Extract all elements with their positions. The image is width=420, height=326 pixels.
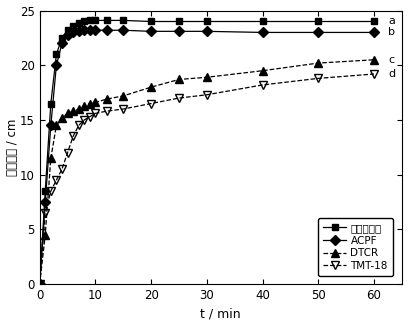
ACPF (371, 30, 376, 34)
ACPF (82, 28, 87, 32)
TMT-18 (371, 72, 376, 76)
TMT-18 (87, 115, 92, 119)
DTCR (260, 69, 265, 73)
ACPF (104, 28, 109, 32)
本发明样品 (149, 20, 154, 23)
本发明样品 (60, 36, 65, 40)
DTCR (204, 75, 209, 79)
ACPF (43, 200, 48, 204)
本发明样品 (121, 19, 126, 22)
TMT-18 (204, 93, 209, 97)
DTCR (65, 111, 70, 115)
DTCR (87, 102, 92, 106)
本发明样品 (204, 20, 209, 23)
本发明样品 (43, 189, 48, 193)
Y-axis label: 沉降高度 / cm: 沉降高度 / cm (5, 119, 18, 176)
本发明样品 (71, 24, 76, 28)
ACPF (76, 29, 81, 33)
Line: 本发明样品: 本发明样品 (36, 17, 378, 288)
ACPF (93, 28, 98, 32)
本发明样品 (260, 20, 265, 23)
DTCR (93, 100, 98, 104)
TMT-18 (93, 111, 98, 115)
DTCR (149, 85, 154, 89)
DTCR (104, 97, 109, 101)
TMT-18 (82, 118, 87, 122)
TMT-18 (65, 151, 70, 155)
DTCR (82, 104, 87, 108)
TMT-18 (176, 96, 181, 100)
本发明样品 (54, 52, 59, 56)
ACPF (204, 29, 209, 33)
ACPF (121, 28, 126, 32)
Text: a: a (388, 17, 395, 26)
TMT-18 (43, 211, 48, 215)
ACPF (54, 63, 59, 67)
本发明样品 (93, 19, 98, 22)
DTCR (121, 94, 126, 98)
Line: DTCR: DTCR (36, 56, 378, 288)
本发明样品 (316, 20, 321, 23)
ACPF (65, 33, 70, 37)
本发明样品 (82, 20, 87, 23)
Legend: 本发明样品, ACPF, DTCR, TMT-18: 本发明样品, ACPF, DTCR, TMT-18 (318, 218, 393, 276)
Text: d: d (388, 69, 395, 79)
TMT-18 (260, 83, 265, 87)
TMT-18 (71, 134, 76, 138)
DTCR (76, 107, 81, 111)
Line: TMT-18: TMT-18 (36, 70, 378, 288)
DTCR (54, 124, 59, 127)
TMT-18 (54, 178, 59, 182)
ACPF (60, 41, 65, 45)
DTCR (37, 282, 42, 286)
DTCR (371, 58, 376, 62)
本发明样品 (176, 20, 181, 23)
DTCR (316, 61, 321, 65)
本发明样品 (104, 19, 109, 22)
ACPF (176, 29, 181, 33)
本发明样品 (87, 19, 92, 22)
ACPF (316, 30, 321, 34)
本发明样品 (37, 282, 42, 286)
ACPF (87, 28, 92, 32)
ACPF (48, 124, 53, 127)
ACPF (260, 30, 265, 34)
DTCR (71, 109, 76, 113)
Text: c: c (388, 55, 394, 65)
TMT-18 (60, 167, 65, 171)
DTCR (176, 78, 181, 82)
本发明样品 (65, 28, 70, 32)
Line: ACPF: ACPF (36, 27, 378, 288)
本发明样品 (48, 102, 53, 106)
ACPF (71, 30, 76, 34)
TMT-18 (76, 124, 81, 127)
DTCR (48, 156, 53, 160)
TMT-18 (48, 189, 53, 193)
TMT-18 (104, 109, 109, 113)
TMT-18 (149, 102, 154, 106)
DTCR (43, 233, 48, 237)
TMT-18 (37, 282, 42, 286)
ACPF (37, 282, 42, 286)
Text: b: b (388, 27, 395, 37)
ACPF (149, 29, 154, 33)
TMT-18 (121, 107, 126, 111)
TMT-18 (316, 76, 321, 80)
DTCR (60, 116, 65, 120)
X-axis label: t / min: t / min (200, 307, 241, 320)
本发明样品 (371, 20, 376, 23)
本发明样品 (76, 21, 81, 24)
